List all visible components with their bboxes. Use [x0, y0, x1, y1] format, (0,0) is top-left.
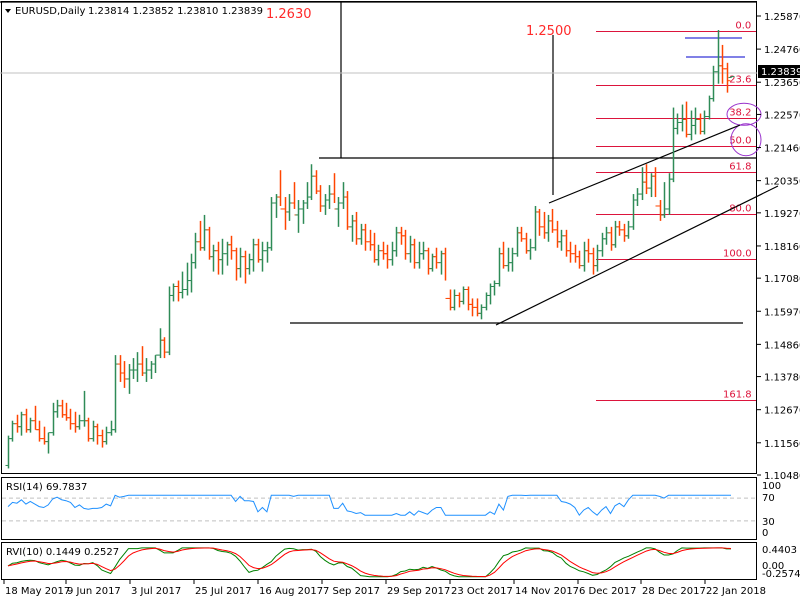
fib-level-label: 0.0 [735, 21, 751, 32]
highlight-ellipse-50 [730, 123, 762, 157]
time-tick-label: 29 Sep 2017 [387, 586, 450, 597]
channel-upper-trendline[interactable] [548, 124, 741, 204]
ohlc-values: 1.23814 1.23852 1.23810 1.23839 [88, 6, 263, 17]
fib-level-label: 23.6 [729, 75, 751, 86]
price-tick: 1.24760 [764, 45, 800, 56]
rvi-tick-zero: 0.00 [762, 561, 784, 572]
rsi-tick-70: 70 [762, 493, 775, 504]
rsi-tick-0: 0 [762, 528, 768, 539]
time-tick-label: 3 Jul 2017 [131, 586, 181, 597]
rvi-label: RVI(10) 0.1449 0.2527 [6, 547, 119, 558]
price-tick: 1.15970 [764, 307, 800, 318]
price-tick: 1.25870 [764, 12, 800, 23]
price-tick: 1.17080 [764, 274, 800, 285]
price-tick: 1.22570 [764, 110, 800, 121]
trend-lines[interactable] [0, 1, 779, 326]
annotation-1-2500: 1.2500 [526, 24, 572, 39]
time-tick-label: 9 Jun 2017 [67, 586, 121, 597]
fib-level-label: 100.0 [723, 249, 752, 260]
time-tick-label: 7 Sep 2017 [323, 586, 380, 597]
price-tick: 1.12670 [764, 406, 800, 417]
rsi-line [2, 494, 756, 522]
price-axis: 1.25870 1.24760 1.23650 1.22570 1.21460 1.203… [757, 12, 800, 482]
price-tick: 1.10480 [764, 471, 800, 482]
current-price-tag [758, 65, 800, 78]
fib-level-label: 80.0 [729, 204, 751, 215]
price-tick: 1.18160 [764, 242, 800, 253]
rvi-tick-min: -0.2574 [762, 569, 800, 580]
rsi-panel[interactable] [1, 477, 757, 540]
current-price: 1.23839 [761, 67, 800, 78]
rsi-tick-100: 100 [762, 481, 781, 492]
price-tick: 1.21460 [764, 144, 800, 155]
dropdown-triangle-icon[interactable] [5, 9, 11, 13]
price-tick: 1.20350 [764, 177, 800, 188]
main-chart-panel[interactable] [1, 1, 757, 474]
rvi-panel[interactable] [1, 542, 757, 580]
annotation-1-2630: 1.2630 [266, 7, 312, 22]
rvi-lines [7, 547, 732, 578]
fib-level-label: 161.8 [723, 390, 752, 401]
price-tick: 1.11560 [764, 439, 800, 450]
time-tick-label: 23 Oct 2017 [451, 586, 513, 597]
symbol-label: EURUSD,Daily [15, 6, 86, 17]
price-tick: 1.19270 [764, 209, 800, 220]
fib-level-label: 50.0 [729, 136, 751, 147]
time-tick-label: 16 Aug 2017 [259, 586, 323, 597]
time-tick-label: 18 May 2017 [5, 586, 70, 597]
rvi-tick-max: 0.4403 [762, 545, 797, 556]
fibonacci-retracement[interactable]: 0.0 23.6 38.2 50.0 61.8 80.0 100.0 161.8 [596, 21, 762, 401]
channel-lower-trendline[interactable] [495, 185, 779, 326]
rsi-label: RSI(14) 69.7837 [6, 482, 87, 493]
time-tick-label: 6 Dec 2017 [579, 586, 637, 597]
fib-level-label: 38.2 [729, 108, 751, 119]
time-tick-label: 22 Jan 2018 [706, 586, 766, 597]
rsi-tick-30: 30 [762, 517, 775, 528]
price-tick: 1.23650 [764, 78, 800, 89]
price-tick: 1.14860 [764, 340, 800, 351]
fib-level-label: 61.8 [729, 162, 751, 173]
ohlc-bars [5, 30, 735, 469]
time-tick-label: 25 Jul 2017 [195, 586, 252, 597]
time-tick-label: 28 Dec 2017 [642, 586, 706, 597]
price-tick: 1.13780 [764, 373, 800, 384]
time-tick-label: 14 Nov 2017 [515, 586, 579, 597]
